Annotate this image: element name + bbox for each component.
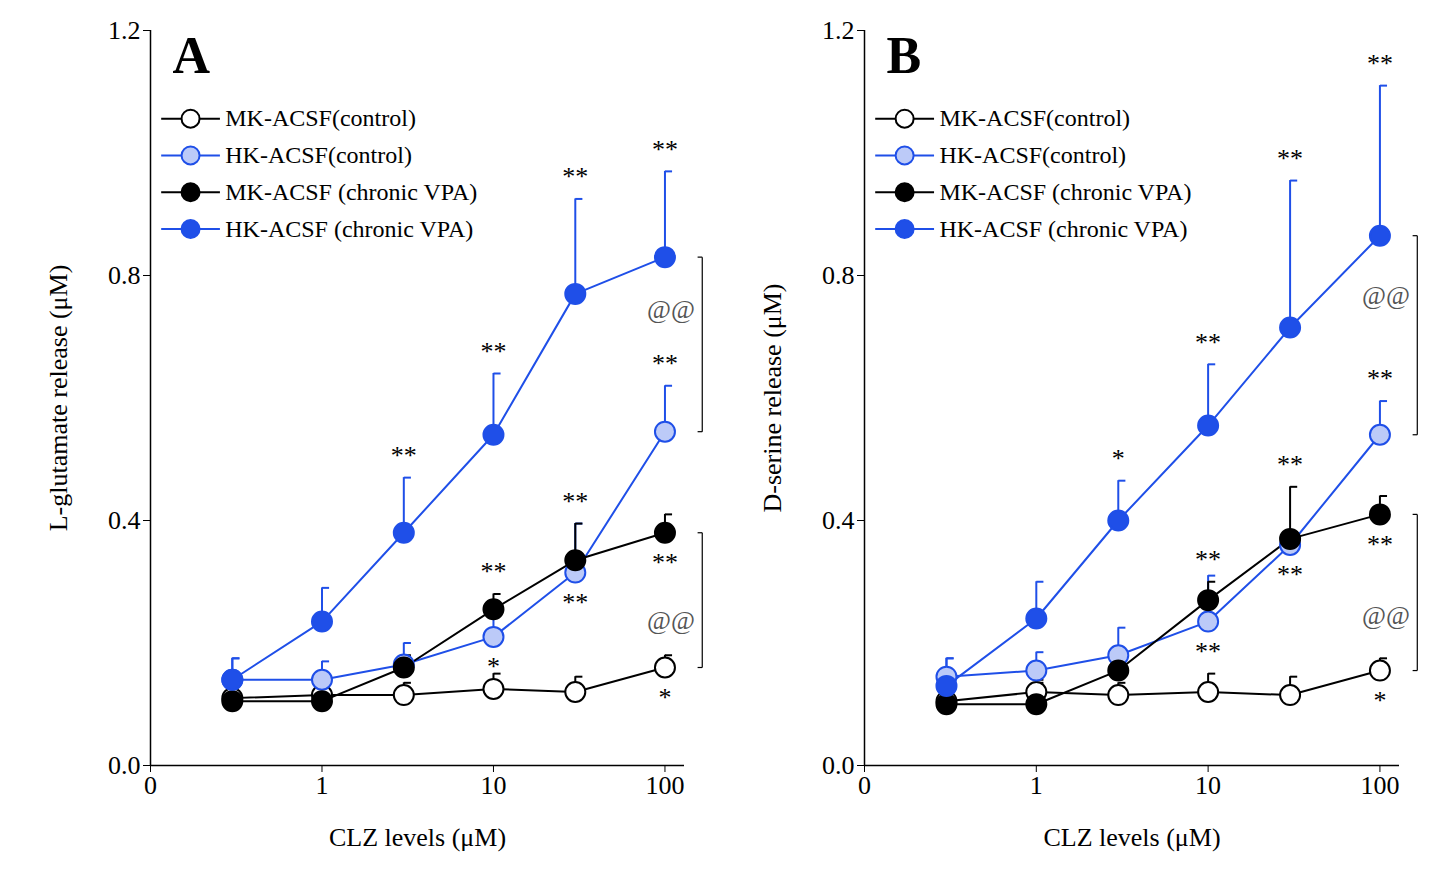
- svg-text:0.0: 0.0: [108, 751, 141, 780]
- svg-text:CLZ levels (μM): CLZ levels (μM): [329, 823, 506, 852]
- svg-text:L-glutamate release (μM): L-glutamate release (μM): [44, 265, 73, 532]
- svg-text:**: **: [562, 162, 588, 191]
- svg-text:10: 10: [480, 771, 506, 800]
- svg-text:MK-ACSF(control): MK-ACSF(control): [939, 105, 1130, 131]
- svg-text:D-serine release (μM): D-serine release (μM): [758, 283, 787, 512]
- svg-text:@@: @@: [647, 295, 695, 324]
- svg-text:B: B: [887, 27, 922, 84]
- svg-text:**: **: [652, 548, 678, 577]
- svg-text:@@: @@: [647, 606, 695, 635]
- svg-text:*: *: [487, 652, 500, 681]
- svg-text:0.4: 0.4: [108, 506, 141, 535]
- svg-text:*: *: [658, 683, 671, 712]
- svg-text:1: 1: [315, 771, 328, 800]
- svg-text:HK-ACSF (chronic VPA): HK-ACSF (chronic VPA): [225, 216, 473, 242]
- svg-text:1.2: 1.2: [822, 16, 855, 45]
- svg-text:**: **: [1277, 144, 1303, 173]
- svg-text:**: **: [1277, 450, 1303, 479]
- svg-text:0.4: 0.4: [822, 506, 855, 535]
- svg-text:HK-ACSF(control): HK-ACSF(control): [939, 142, 1126, 168]
- svg-text:HK-ACSF(control): HK-ACSF(control): [225, 142, 412, 168]
- svg-text:1: 1: [1030, 771, 1043, 800]
- svg-text:100: 100: [1360, 771, 1399, 800]
- svg-text:*: *: [1373, 686, 1386, 715]
- svg-text:1.2: 1.2: [108, 16, 141, 45]
- svg-text:CLZ levels (μM): CLZ levels (μM): [1043, 823, 1220, 852]
- svg-text:**: **: [391, 441, 417, 470]
- svg-text:MK-ACSF (chronic VPA): MK-ACSF (chronic VPA): [225, 179, 477, 205]
- svg-text:**: **: [1367, 49, 1393, 78]
- svg-text:*: *: [1112, 444, 1125, 473]
- svg-text:MK-ACSF(control): MK-ACSF(control): [225, 105, 416, 131]
- svg-text:MK-ACSF (chronic VPA): MK-ACSF (chronic VPA): [939, 179, 1191, 205]
- svg-text:@@: @@: [1362, 281, 1410, 310]
- svg-text:0.0: 0.0: [822, 751, 855, 780]
- svg-text:100: 100: [645, 771, 684, 800]
- svg-text:**: **: [562, 487, 588, 516]
- svg-text:**: **: [480, 557, 506, 586]
- svg-text:**: **: [1277, 560, 1303, 589]
- svg-text:**: **: [652, 349, 678, 378]
- svg-text:**: **: [1195, 637, 1221, 666]
- svg-text:**: **: [652, 135, 678, 164]
- svg-text:10: 10: [1195, 771, 1221, 800]
- svg-text:0: 0: [858, 771, 871, 800]
- svg-text:**: **: [1195, 328, 1221, 357]
- svg-text:**: **: [562, 588, 588, 617]
- svg-text:**: **: [1367, 364, 1393, 393]
- svg-text:0.8: 0.8: [822, 261, 855, 290]
- svg-text:**: **: [480, 337, 506, 366]
- svg-text:**: **: [1367, 530, 1393, 559]
- svg-text:0.8: 0.8: [108, 261, 141, 290]
- svg-text:HK-ACSF (chronic VPA): HK-ACSF (chronic VPA): [939, 216, 1187, 242]
- svg-text:**: **: [1195, 545, 1221, 574]
- svg-text:@@: @@: [1362, 601, 1410, 630]
- svg-text:0: 0: [144, 771, 157, 800]
- svg-text:A: A: [173, 27, 211, 84]
